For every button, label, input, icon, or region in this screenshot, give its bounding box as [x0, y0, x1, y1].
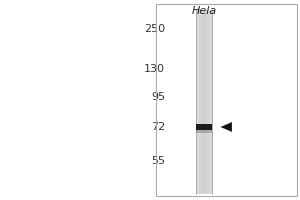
Bar	[197, 10, 198, 194]
Bar	[201, 10, 202, 194]
Bar	[201, 10, 202, 194]
Bar	[203, 10, 204, 194]
Bar	[205, 10, 206, 194]
Bar	[209, 10, 210, 194]
Bar	[211, 10, 212, 194]
Bar	[200, 10, 201, 194]
Bar	[199, 10, 200, 194]
Bar	[197, 10, 198, 194]
Bar	[196, 10, 197, 194]
Polygon shape	[220, 122, 232, 132]
Bar	[198, 10, 199, 194]
Bar	[199, 10, 200, 194]
Bar	[202, 10, 203, 194]
Bar	[196, 130, 212, 133]
Text: 130: 130	[144, 64, 165, 74]
Text: 55: 55	[151, 156, 165, 166]
Bar	[212, 10, 213, 194]
Bar	[207, 10, 208, 194]
Bar	[208, 10, 209, 194]
Bar	[156, 4, 297, 196]
Bar	[202, 10, 203, 194]
Text: 72: 72	[151, 122, 165, 132]
Bar	[204, 10, 205, 194]
Bar	[208, 10, 209, 194]
Bar	[210, 10, 211, 194]
Bar	[196, 124, 212, 130]
Bar	[205, 10, 206, 194]
Bar	[203, 10, 204, 194]
Bar	[206, 10, 207, 194]
Text: Hela: Hela	[191, 6, 217, 16]
Bar	[207, 10, 208, 194]
Bar	[211, 10, 212, 194]
Text: 250: 250	[144, 24, 165, 34]
Text: 95: 95	[151, 92, 165, 102]
Bar	[209, 10, 210, 194]
